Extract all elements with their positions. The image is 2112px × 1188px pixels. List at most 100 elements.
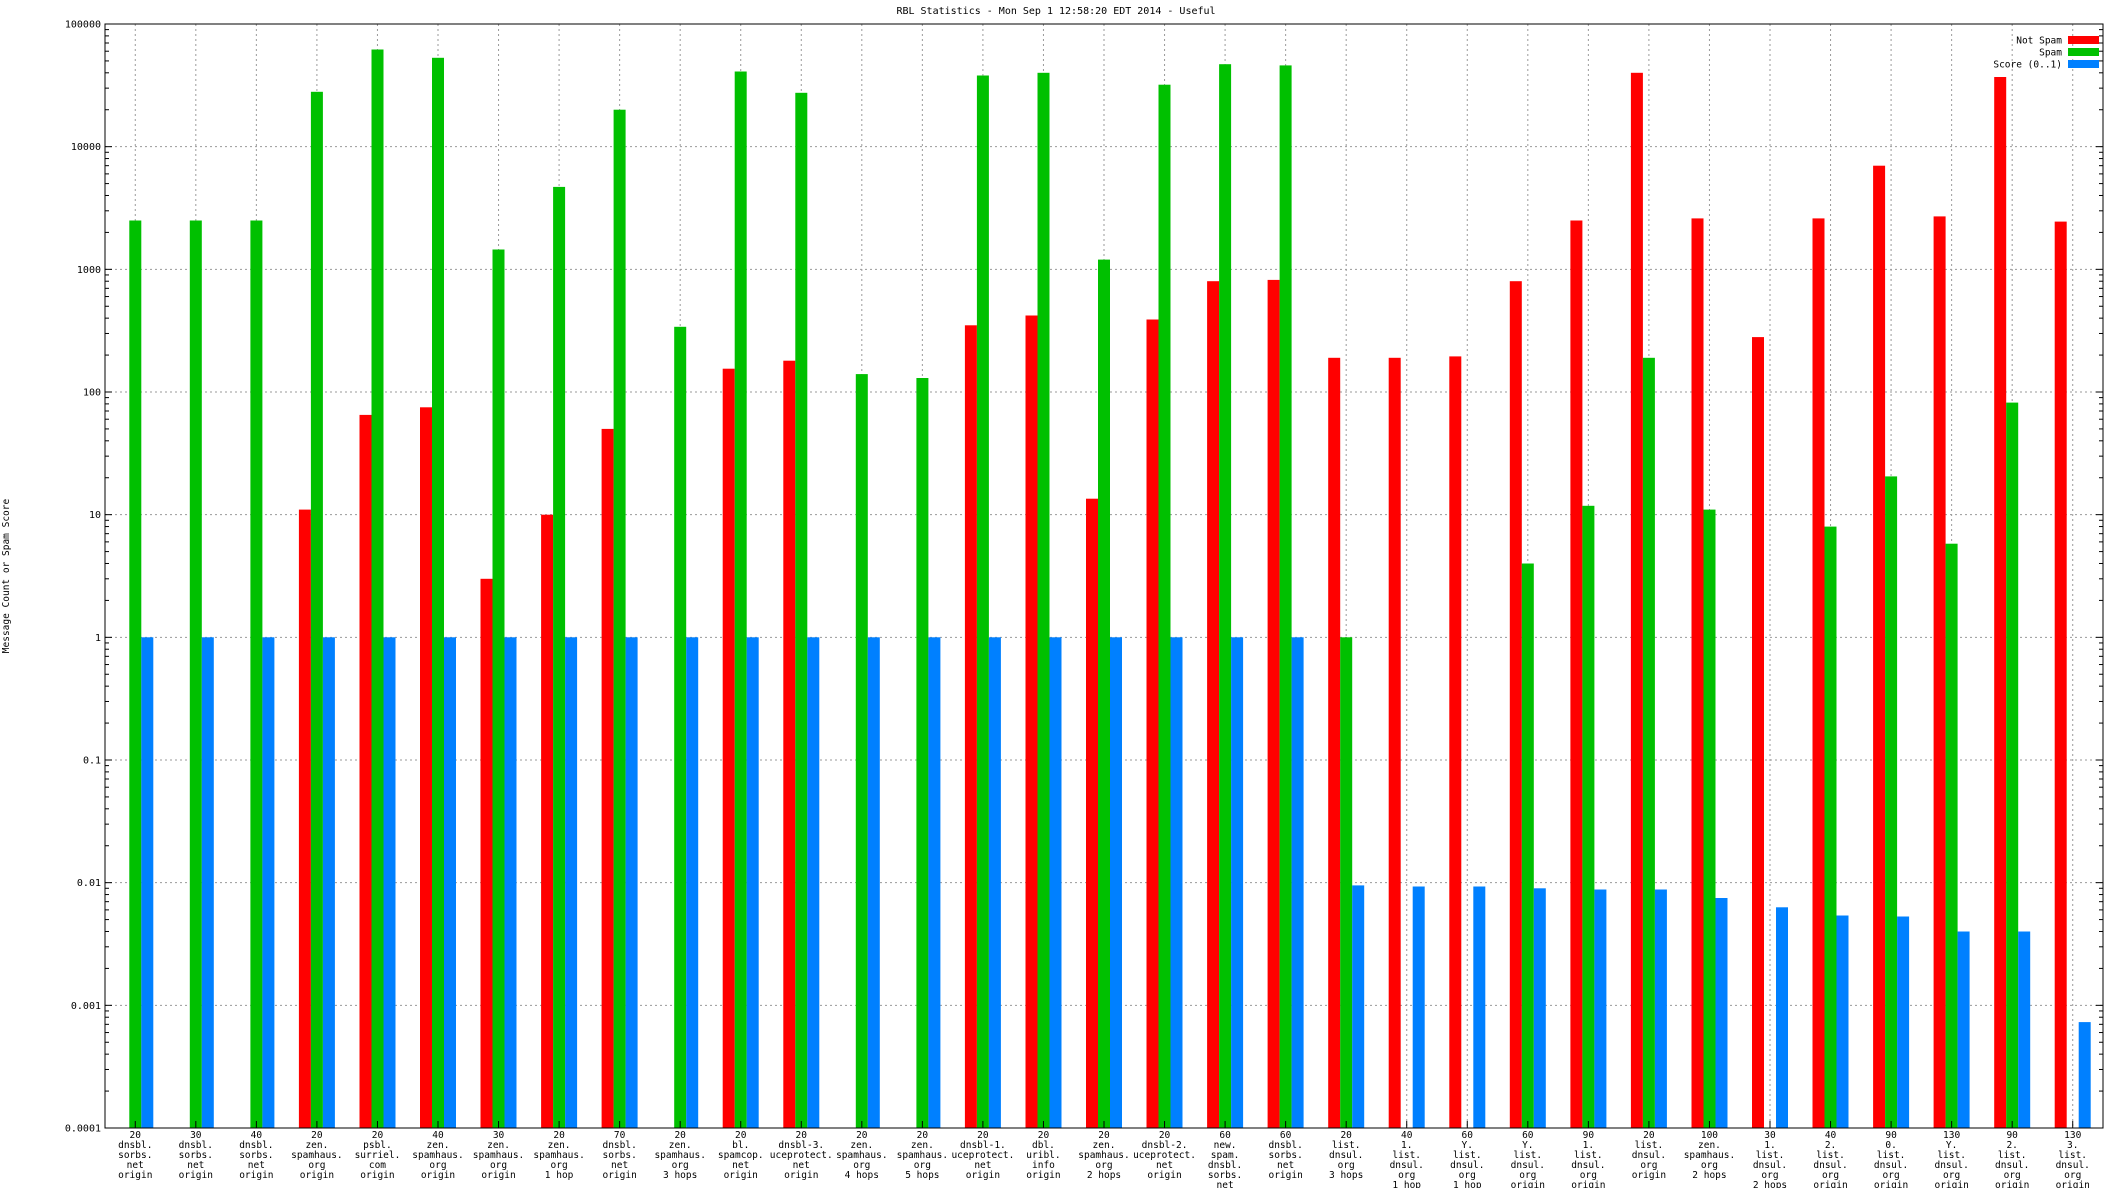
x-category-label: 20 [372, 1130, 384, 1141]
x-category-label: org [2064, 1170, 2081, 1181]
x-category-label: 20 [977, 1130, 989, 1141]
bar-spam [613, 109, 626, 1128]
x-category-label: 1. [1583, 1140, 1594, 1151]
x-category-label: uribl. [1026, 1150, 1060, 1161]
chart-title: RBL Statistics - Mon Sep 1 12:58:20 EDT … [896, 6, 1215, 17]
x-category-label: origin [966, 1170, 1000, 1181]
x-category-label: list. [1998, 1150, 2027, 1161]
bar-not-spam [1267, 279, 1280, 1128]
x-category-label: origin [421, 1170, 455, 1181]
x-category-label: 20 [553, 1130, 565, 1141]
bar-score-0-1 [262, 637, 275, 1128]
x-category-label: dnsbl. [118, 1140, 152, 1151]
x-category-label: sorbs. [1268, 1150, 1302, 1161]
x-category-label: spamhaus. [473, 1150, 524, 1161]
bar-spam [250, 220, 263, 1128]
x-category-label: Y. [1522, 1140, 1533, 1151]
bar-spam [1279, 65, 1292, 1128]
x-category-label: origin [1026, 1170, 1060, 1181]
x-category-label: dnsbl. [239, 1140, 273, 1151]
x-category-label: dnsul. [2056, 1160, 2090, 1171]
x-category-label: 30 [190, 1130, 202, 1141]
bar-score-0-1 [1897, 916, 1910, 1128]
x-category-label: dnsul. [1571, 1160, 1605, 1171]
bar-spam [1521, 563, 1534, 1128]
bar-not-spam [1086, 498, 1098, 1128]
x-category-label: net [793, 1160, 810, 1171]
x-category-label: spamhaus. [897, 1150, 948, 1161]
x-category-label: zen. [427, 1140, 450, 1151]
bar-not-spam [1328, 357, 1341, 1128]
x-category-label: uceprotect. [1133, 1150, 1196, 1161]
bar-not-spam [1630, 72, 1643, 1128]
x-category-label: 3. [2067, 1140, 2078, 1151]
y-tick-label: 10000 [71, 142, 101, 153]
x-category-label: 20 [130, 1130, 142, 1141]
x-category-label: 1 hop [1392, 1180, 1421, 1188]
bar-score-0-1 [988, 637, 1001, 1128]
x-category-label: bl. [732, 1140, 749, 1151]
x-category-label: org [429, 1160, 446, 1171]
x-category-label: zen. [1093, 1140, 1116, 1151]
bar-spam [855, 374, 868, 1129]
bar-not-spam [359, 414, 372, 1128]
bar-score-0-1 [1352, 885, 1365, 1128]
x-category-label: zen. [548, 1140, 571, 1151]
bar-not-spam [1752, 337, 1764, 1129]
y-tick-label: 1 [95, 633, 101, 644]
x-category-label: 40 [251, 1130, 263, 1141]
x-category-label: 30 [1764, 1130, 1776, 1141]
x-category-label: list. [1756, 1150, 1785, 1161]
x-category-label: dnsul. [1753, 1160, 1787, 1171]
bar-not-spam [2054, 221, 2067, 1129]
bar-not-spam [541, 514, 554, 1128]
bar-score-0-1 [1473, 886, 1486, 1128]
bar-score-0-1 [444, 637, 456, 1128]
bar-spam [1219, 64, 1232, 1129]
x-category-label: Y. [1462, 1140, 1473, 1151]
x-category-label: 3 hops [663, 1170, 697, 1181]
x-category-label: 2. [1825, 1140, 1836, 1151]
x-category-label: org [2004, 1170, 2021, 1181]
x-category-label: 0. [1885, 1140, 1896, 1151]
bar-spam [553, 186, 566, 1128]
x-category-label: list. [1816, 1150, 1845, 1161]
x-category-label: net [1277, 1160, 1294, 1171]
x-category-label: 30 [493, 1130, 505, 1141]
x-category-label: 20 [1159, 1130, 1171, 1141]
x-category-label: zen. [487, 1140, 510, 1151]
x-category-label: 2 hops [1753, 1180, 1787, 1188]
x-category-label: spamhaus. [412, 1150, 463, 1161]
bar-not-spam [1933, 216, 1946, 1128]
bar-score-0-1 [1291, 637, 1304, 1128]
x-category-label: 90 [2006, 1130, 2018, 1141]
x-category-label: 90 [1583, 1130, 1595, 1141]
x-category-label: origin [784, 1170, 818, 1181]
x-category-label: sorbs. [118, 1150, 152, 1161]
x-category-label: dnsbl. [1268, 1140, 1302, 1151]
y-tick-label: 10 [89, 510, 101, 521]
x-category-label: spam. [1211, 1150, 1240, 1161]
x-category-label: org [672, 1160, 689, 1171]
y-tick-label: 100000 [65, 20, 101, 31]
x-category-label: psbl. [363, 1140, 392, 1151]
x-category-label: origin [179, 1170, 213, 1181]
bar-score-0-1 [141, 637, 154, 1128]
bar-score-0-1 [686, 637, 699, 1128]
x-category-label: origin [1571, 1180, 1605, 1188]
x-category-label: 60 [1219, 1130, 1231, 1141]
x-category-label: list. [1392, 1150, 1421, 1161]
x-category-label: origin [300, 1170, 334, 1181]
x-category-label: net [1156, 1160, 1173, 1171]
bar-score-0-1 [625, 637, 638, 1128]
legend-label: Score (0..1) [1993, 60, 2062, 71]
bar-score-0-1 [1654, 889, 1667, 1128]
x-category-label: org [1580, 1170, 1597, 1181]
bar-score-0-1 [807, 637, 820, 1128]
x-category-label: list. [1635, 1140, 1664, 1151]
y-tick-label: 0.01 [77, 878, 101, 889]
x-category-label: 70 [614, 1130, 626, 1141]
bar-not-spam [1388, 357, 1401, 1128]
x-category-label: 2 hops [1692, 1170, 1726, 1181]
